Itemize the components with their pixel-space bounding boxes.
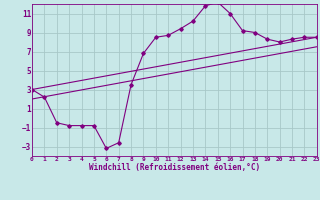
X-axis label: Windchill (Refroidissement éolien,°C): Windchill (Refroidissement éolien,°C): [89, 163, 260, 172]
